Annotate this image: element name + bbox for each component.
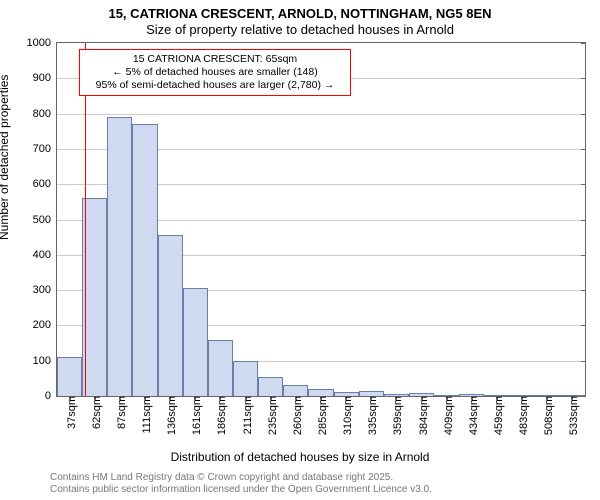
y-tick-mark	[581, 290, 586, 291]
histogram-bar	[132, 124, 157, 396]
plot-area: 0100200300400500600700800900100037sqm62s…	[56, 42, 586, 397]
x-tick-label: 235sqm	[263, 396, 279, 435]
y-tick-label: 400	[33, 249, 57, 261]
annotation-box: 15 CATRIONA CRESCENT: 65sqm← 5% of detac…	[79, 49, 351, 96]
y-tick-mark	[581, 43, 586, 44]
x-tick-label: 434sqm	[464, 396, 480, 435]
histogram-bar	[183, 288, 208, 396]
y-tick-label: 600	[33, 178, 57, 190]
x-tick-label: 285sqm	[313, 396, 329, 435]
x-tick-label: 186sqm	[212, 396, 228, 435]
chart-title-line2: Size of property relative to detached ho…	[0, 22, 600, 37]
y-axis-label: Number of detached properties	[0, 75, 11, 240]
x-tick-label: 384sqm	[414, 396, 430, 435]
histogram-bar	[258, 377, 283, 396]
x-tick-label: 111sqm	[137, 396, 153, 434]
x-tick-label: 483sqm	[514, 396, 530, 435]
x-tick-label: 87sqm	[112, 396, 128, 429]
annotation-line1: 15 CATRIONA CRESCENT: 65sqm	[86, 53, 344, 66]
y-tick-label: 800	[33, 108, 57, 120]
y-tick-label: 0	[45, 390, 57, 402]
y-tick-mark	[581, 220, 586, 221]
chart-container: 15, CATRIONA CRESCENT, ARNOLD, NOTTINGHA…	[0, 0, 600, 500]
annotation-line2: ← 5% of detached houses are smaller (148…	[86, 66, 344, 79]
y-tick-label: 300	[33, 284, 57, 296]
x-tick-label: 459sqm	[489, 396, 505, 435]
annotation-line3: 95% of semi-detached houses are larger (…	[86, 79, 344, 92]
x-axis-label: Distribution of detached houses by size …	[0, 450, 600, 464]
histogram-bar	[308, 389, 333, 396]
y-tick-mark	[581, 114, 586, 115]
histogram-bar	[233, 361, 258, 396]
y-tick-mark	[581, 149, 586, 150]
histogram-bar	[57, 357, 82, 396]
x-tick-label: 508sqm	[539, 396, 555, 435]
y-tick-label: 1000	[27, 37, 57, 49]
attribution-line1: Contains HM Land Registry data © Crown c…	[50, 472, 432, 484]
y-tick-mark	[581, 361, 586, 362]
x-tick-label: 62sqm	[87, 396, 103, 429]
x-tick-label: 136sqm	[162, 396, 178, 435]
histogram-bar	[158, 235, 183, 396]
y-tick-mark	[581, 396, 586, 397]
histogram-bar	[283, 385, 308, 396]
x-tick-label: 211sqm	[238, 396, 254, 434]
y-tick-mark	[581, 78, 586, 79]
y-tick-label: 700	[33, 143, 57, 155]
y-tick-label: 200	[33, 319, 57, 331]
gridline	[57, 114, 585, 115]
y-tick-mark	[581, 255, 586, 256]
x-tick-label: 359sqm	[388, 396, 404, 435]
x-tick-label: 409sqm	[439, 396, 455, 435]
x-tick-label: 161sqm	[187, 396, 203, 435]
chart-title-line1: 15, CATRIONA CRESCENT, ARNOLD, NOTTINGHA…	[0, 6, 600, 21]
x-tick-label: 533sqm	[564, 396, 580, 435]
y-tick-label: 100	[33, 355, 57, 367]
x-tick-label: 335sqm	[363, 396, 379, 435]
x-tick-label: 310sqm	[338, 396, 354, 435]
y-tick-mark	[581, 184, 586, 185]
x-tick-label: 260sqm	[288, 396, 304, 435]
attribution-line2: Contains public sector information licen…	[50, 484, 432, 496]
y-tick-mark	[581, 325, 586, 326]
x-tick-label: 37sqm	[62, 396, 78, 429]
attribution-text: Contains HM Land Registry data © Crown c…	[50, 472, 432, 496]
histogram-bar	[208, 340, 233, 396]
y-tick-label: 500	[33, 214, 57, 226]
y-tick-label: 900	[33, 72, 57, 84]
histogram-bar	[107, 117, 132, 396]
